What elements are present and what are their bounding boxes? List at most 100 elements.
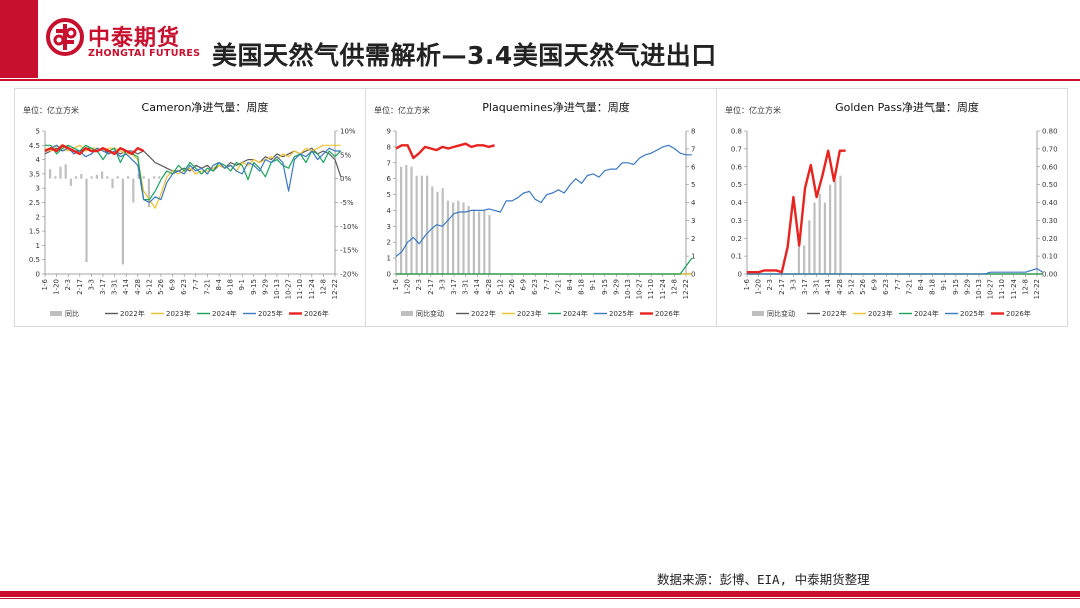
x-tick-label: 8-18 [227,279,235,295]
legend-swatch-bar [401,311,413,316]
x-tick-label: 10-13 [975,279,983,299]
footer-divider-thin [0,598,1080,599]
y-right-tick-label: 0.30 [1042,217,1058,225]
yoy-bar [69,178,72,186]
x-tick-label: 11-24 [659,278,667,299]
chart-title: Cameron净进气量：周度 [142,100,269,114]
y-left-tick-label: 1 [387,255,391,263]
x-tick-label: 3-3 [438,279,446,290]
y-right-tick-label: -10% [340,223,358,231]
x-tick-label: 7-21 [203,279,211,295]
x-tick-label: 5-12 [847,279,855,295]
yoy-bar [111,178,114,189]
y-left-tick-label: 2.5 [29,199,40,207]
x-tick-label: 3-17 [450,279,458,295]
x-tick-label: 6-9 [871,279,879,290]
x-tick-label: 10-13 [273,279,281,299]
x-tick-label: 2-3 [415,279,423,290]
x-tick-label: 1-20 [53,279,61,295]
yoy-bar [472,209,475,274]
y-left-tick-label: 0 [387,271,391,279]
x-tick-label: 7-21 [554,279,562,295]
yoy-bar [829,184,832,274]
y-right-tick-label: -15% [340,247,358,255]
yoy-bar [64,164,67,179]
yoy-bar [153,176,156,179]
yoy-bar [457,200,460,274]
yoy-bar [797,238,800,274]
series-line-2023 [44,144,341,209]
yoy-bar [75,176,78,179]
x-tick-label: 2-17 [778,279,786,295]
x-tick-label: 7-7 [543,279,551,290]
y-right-tick-label: -5% [340,199,354,207]
y-right-tick-label: 0.40 [1042,199,1058,207]
source-note: 数据来源：彭博、EIA, 中泰期货整理 [657,572,870,587]
x-tick-label: 12-8 [670,279,678,295]
x-tick-label: 5-26 [859,278,867,294]
logo: 中泰期货 ZHONGTAI FUTURES [46,18,206,68]
x-tick-label: 11-10 [647,279,655,299]
x-tick-label: 4-14 [473,278,481,294]
y-left-tick-label: 0.4 [731,199,743,207]
y-left-tick-label: 7 [387,159,391,167]
x-tick-label: 4-14 [122,278,130,294]
yoy-bar [483,209,486,274]
chart-unit-label: 单位：亿立方米 [23,105,79,115]
x-tick-label: 2-17 [76,279,84,295]
x-tick-label: 2-17 [427,279,435,295]
y-left-tick-label: 0.2 [731,235,742,243]
y-right-tick-label: 8 [691,128,695,136]
chart-title: Golden Pass净进气量：周度 [835,100,979,114]
x-tick-label: 9-29 [612,279,620,295]
x-tick-label: 4-28 [134,279,142,295]
chart-panel-golden-pass: 单位：亿立方米 Golden Pass净进气量：周度 0 0.1 0.2 0.3 0.4 0.… [716,88,1068,327]
y-right-tick-label: 0% [340,175,351,183]
x-tick-label: 1-6 [392,278,400,290]
x-tick-label: 12-22 [1033,279,1041,299]
x-tick-label: 3-17 [801,279,809,295]
yoy-bar [410,166,413,274]
yoy-bar [132,178,135,203]
chart-cameron: 单位：亿立方米 Cameron净进气量：周度 0 0.5 1 1.5 2 2.5 3 3.5 4 4.… [23,100,358,318]
x-tick-label: 1-20 [755,279,763,295]
y-right-tick-label: 3 [691,217,695,225]
x-tick-label: 9-29 [963,279,971,295]
yoy-bar [400,166,403,274]
legend-label-2026: 2026年 [1006,309,1031,318]
x-tick-label: 11-24 [308,278,316,299]
legend-label-2026: 2026年 [655,309,680,318]
yoy-bar [462,202,465,274]
chart-title: Plaquemines净进气量：周度 [482,100,629,114]
y-left-tick-label: 5 [36,128,40,136]
x-tick-label: 3-3 [87,279,95,290]
legend-swatch-bar [50,311,62,316]
legend-swatch-bar [752,311,764,316]
y-left-tick-label: 0.1 [731,253,742,261]
y-right-tick-label: 6 [691,163,696,171]
x-tick-label: 4-14 [824,278,832,294]
y-left-tick-label: 5 [387,191,391,199]
brand-side-bar [0,0,38,78]
legend-label-2022: 2022年 [822,309,847,318]
x-tick-label: 6-23 [180,279,188,295]
yoy-bar [436,191,439,274]
yoy-bar [90,176,93,179]
yoy-bar [808,220,811,274]
x-tick-label: 10-27 [285,279,293,299]
yoy-bar [431,186,434,274]
y-left-tick-label: 8 [387,143,391,151]
legend-label-2025: 2025年 [609,309,634,318]
series-line-2025 [44,144,341,204]
legend-label-2023: 2023年 [517,309,542,318]
series-line-2024 [396,257,693,275]
y-left-tick-label: 6 [387,175,392,183]
x-tick-label: 9-29 [261,279,269,295]
y-left-tick-label: 2 [36,213,40,221]
y-right-tick-label: 4 [691,199,696,207]
x-tick-label: 1-20 [404,279,412,295]
y-left-tick-label: 0.7 [731,145,742,153]
x-tick-label: 7-21 [905,279,913,295]
y-left-tick-label: 4.5 [29,142,40,150]
yoy-bar [158,176,161,179]
